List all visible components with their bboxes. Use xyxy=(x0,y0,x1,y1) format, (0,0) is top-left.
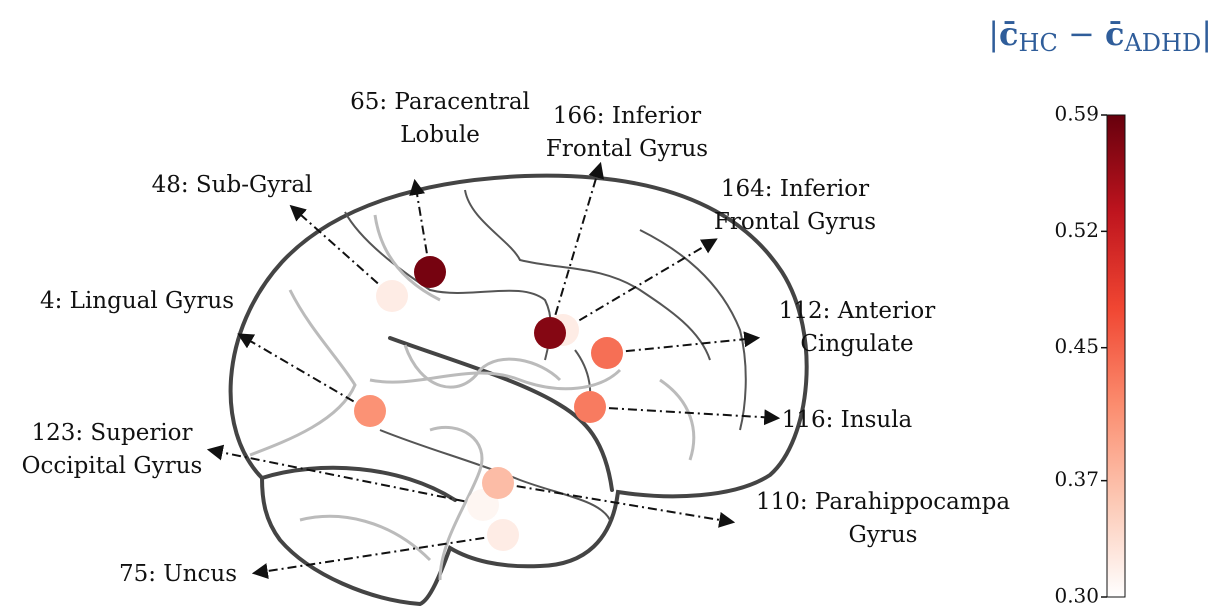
node-label: Lobule xyxy=(400,122,480,148)
title-part: c̄ xyxy=(1105,15,1124,53)
title-part: c̄ xyxy=(999,15,1018,53)
title-part: | xyxy=(988,15,999,53)
node-label: Gyrus xyxy=(849,522,918,548)
title-subscript: HC xyxy=(1019,29,1058,57)
colorbar-tick-label: 0.59 xyxy=(1054,102,1099,126)
node-label: 4: Lingual Gyrus xyxy=(40,288,234,314)
node-label: 65: Paracentral xyxy=(350,89,530,115)
region-node xyxy=(591,337,623,369)
node-label: Frontal Gyrus xyxy=(714,209,876,235)
node-label: 123: Superior xyxy=(31,420,192,446)
region-node xyxy=(487,519,519,551)
title-part: − xyxy=(1058,15,1105,53)
colorbar-tick-label: 0.37 xyxy=(1054,467,1099,491)
pointer-arrow xyxy=(210,450,483,505)
region-node xyxy=(482,467,514,499)
pointer-arrow xyxy=(563,240,715,330)
region-node xyxy=(414,256,446,288)
node-label: 75: Uncus xyxy=(119,561,237,587)
region-node xyxy=(574,391,606,423)
node-label: 164: Inferior xyxy=(721,176,869,202)
colorbar xyxy=(1107,115,1125,597)
node-label: 110: Parahippocampa xyxy=(756,489,1010,515)
region-node xyxy=(534,317,566,349)
node-label: 48: Sub-Gyral xyxy=(152,172,313,198)
node-label: Occipital Gyrus xyxy=(22,453,203,479)
node-label: Cingulate xyxy=(800,331,913,357)
node-label: Frontal Gyrus xyxy=(546,136,708,162)
pointer-arrow xyxy=(498,483,732,522)
region-node xyxy=(354,395,386,427)
diagram: |c̄HC − c̄ADHD| 65: ParacentralLobule166… xyxy=(0,0,1221,609)
pointer-arrow xyxy=(590,407,777,418)
colorbar-tick-label: 0.30 xyxy=(1054,584,1099,608)
colorbar-tick-label: 0.45 xyxy=(1054,334,1099,358)
title-subscript: ADHD xyxy=(1123,29,1201,57)
pointer-arrow xyxy=(607,338,757,353)
pointer-arrow xyxy=(550,165,600,333)
colorbar-tick-label: 0.52 xyxy=(1054,218,1099,242)
region-node xyxy=(376,280,408,312)
node-label: 112: Anterior xyxy=(779,298,935,324)
title-part: | xyxy=(1201,15,1212,53)
node-label: 116: Insula xyxy=(782,407,913,433)
node-label: 166: Inferior xyxy=(553,103,701,129)
title: |c̄HC − c̄ADHD| xyxy=(988,15,1212,57)
pointer-arrow xyxy=(240,335,370,411)
brain-outline xyxy=(231,176,807,604)
